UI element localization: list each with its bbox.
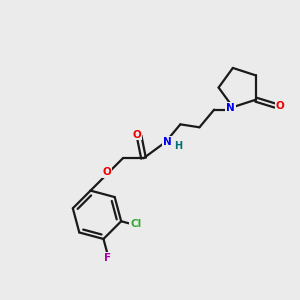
Text: Cl: Cl: [130, 219, 142, 230]
Text: O: O: [132, 130, 141, 140]
Text: F: F: [104, 253, 111, 263]
Text: O: O: [276, 100, 285, 111]
Text: O: O: [102, 167, 111, 177]
Text: H: H: [174, 141, 182, 151]
Text: N: N: [163, 137, 172, 147]
Text: N: N: [226, 103, 235, 113]
